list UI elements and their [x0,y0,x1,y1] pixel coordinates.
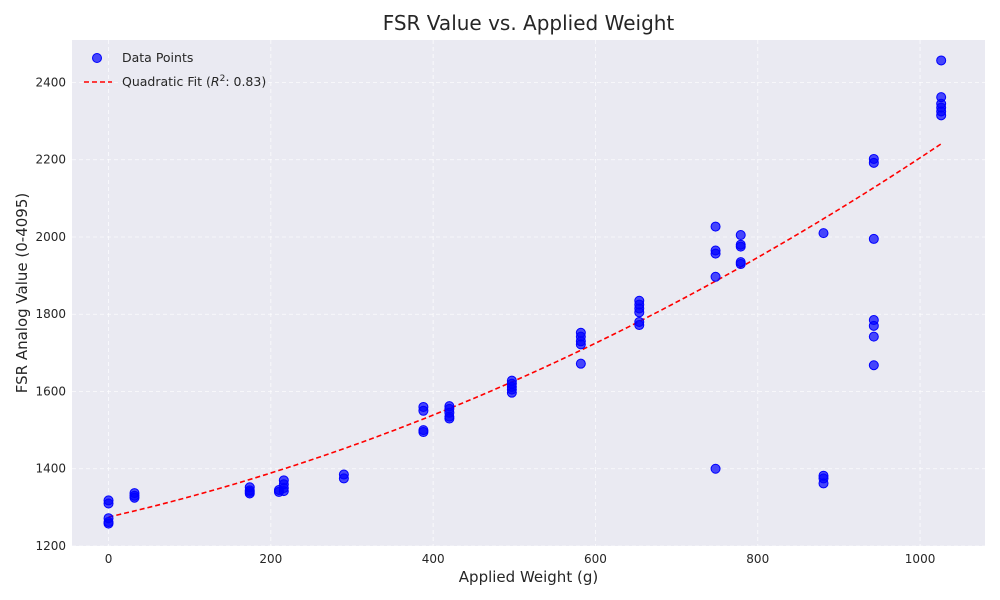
data-point [575,327,586,338]
y-tick-label: 2000 [35,230,66,244]
data-point [103,495,114,506]
data-point [818,470,829,481]
data-point [936,92,947,103]
data-point [575,358,586,369]
data-point [338,469,349,480]
data-point [710,271,721,282]
x-tick-label: 800 [746,552,769,566]
data-point [710,245,721,256]
data-point [868,360,879,371]
data-point [129,488,140,499]
data-point [868,153,879,164]
data-point [244,482,255,493]
legend-points-marker [92,53,102,63]
plot-area [72,40,985,546]
x-tick-label: 200 [259,552,282,566]
data-point [868,331,879,342]
y-tick-label: 2200 [35,153,66,167]
y-tick-label: 1200 [35,539,66,553]
x-tick-label: 0 [105,552,113,566]
x-tick-label: 600 [584,552,607,566]
y-tick-label: 1600 [35,384,66,398]
y-axis-ticks: 1200 1400 1600 1800 2000 2200 2400 [35,75,66,553]
data-point [936,55,947,66]
data-point [735,239,746,250]
legend: Data Points Quadratic Fit (R2: 0.83) [84,50,266,89]
data-point [418,425,429,436]
legend-fit-label: Quadratic Fit (R2: 0.83) [122,74,266,89]
y-tick-label: 2400 [35,75,66,89]
x-tick-label: 400 [422,552,445,566]
data-point [444,401,455,412]
data-point [818,228,829,239]
data-point [418,401,429,412]
data-point [103,513,114,524]
data-point [735,230,746,241]
chart-title: FSR Value vs. Applied Weight [383,11,675,35]
quadratic-fit-line [108,143,942,518]
y-tick-label: 1400 [35,462,66,476]
data-point [634,295,645,306]
data-point [710,221,721,232]
grid [72,40,985,547]
data-point [710,463,721,474]
data-point [868,233,879,244]
x-axis-label: Applied Weight (g) [459,568,598,586]
data-point [735,257,746,268]
data-point [868,315,879,326]
x-axis-ticks: 0 200 400 600 800 1000 [105,552,936,566]
fit-layer [108,143,942,518]
y-axis-label: FSR Analog Value (0-4095) [13,193,31,393]
points-layer [103,55,947,529]
data-point [506,375,517,386]
x-tick-label: 1000 [905,552,936,566]
data-point [634,316,645,327]
y-tick-label: 1800 [35,307,66,321]
data-point [278,475,289,486]
legend-points-label: Data Points [122,50,193,65]
